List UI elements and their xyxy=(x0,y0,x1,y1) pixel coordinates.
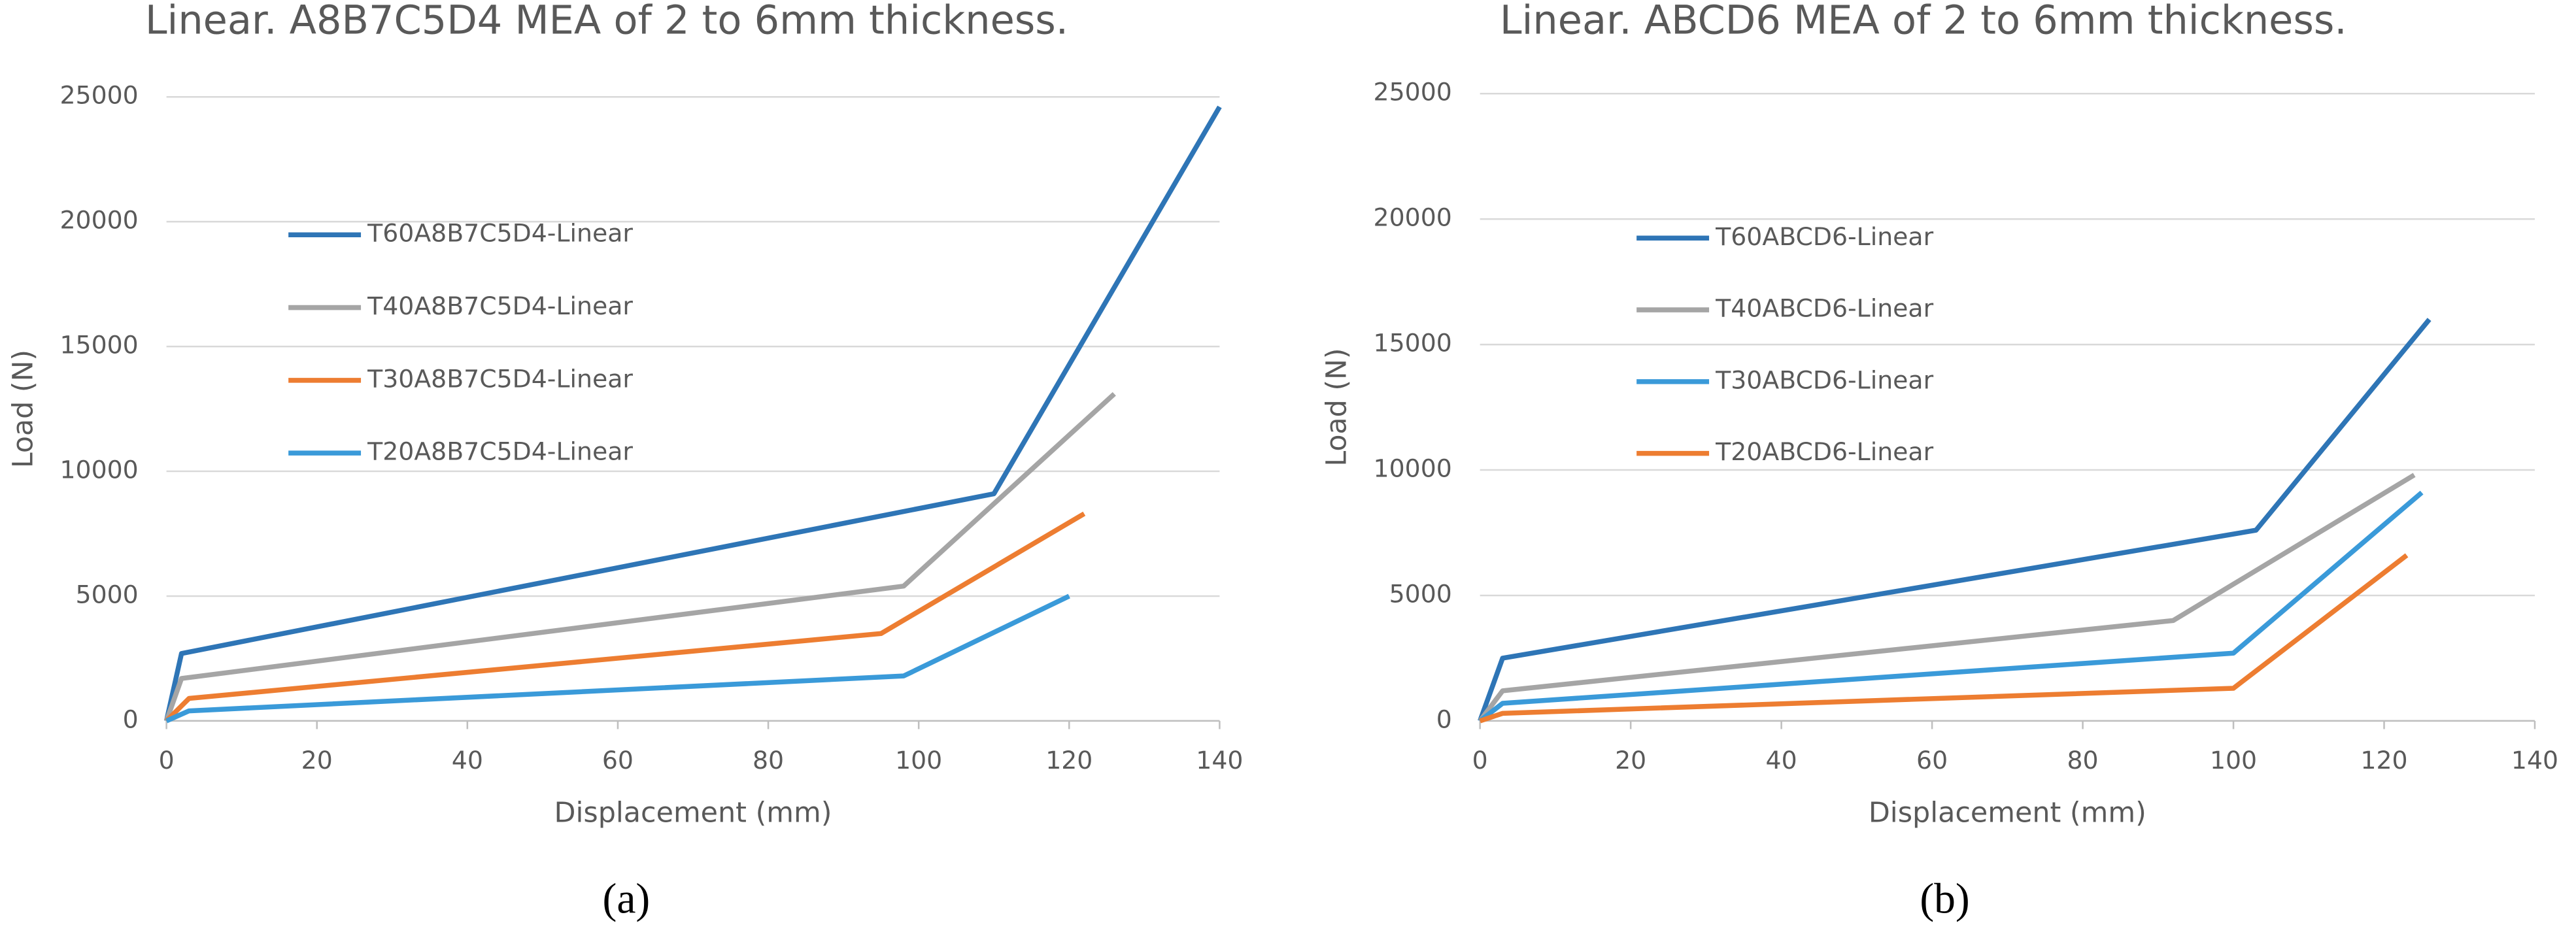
y-tick-label: 10000 xyxy=(59,456,138,484)
x-axis-label: Displacement (mm) xyxy=(554,797,832,829)
x-tick-label: 0 xyxy=(1472,746,1488,775)
x-tick-label: 40 xyxy=(1766,746,1797,775)
x-tick-label: 60 xyxy=(1916,746,1948,775)
y-tick-label: 25000 xyxy=(1374,78,1452,107)
series-line xyxy=(1479,553,2409,724)
x-tick-label: 80 xyxy=(753,746,784,775)
x-tick-label: 20 xyxy=(1615,746,1646,775)
y-axis-label: Load (N) xyxy=(1320,348,1353,466)
legend-label: T40A8B7C5D4-Linear xyxy=(367,292,633,320)
y-tick-label: 20000 xyxy=(59,206,138,235)
series-line xyxy=(163,105,1222,722)
legend-label: T40ABCD6-Linear xyxy=(1715,294,1933,323)
panel-label: (a) xyxy=(603,876,651,923)
panel-label: (b) xyxy=(1920,876,1969,923)
x-tick-label: 120 xyxy=(1045,746,1093,775)
x-tick-label: 120 xyxy=(2360,746,2407,775)
legend-label: T30ABCD6-Linear xyxy=(1715,365,1933,394)
series-line xyxy=(165,593,1070,724)
x-tick-label: 20 xyxy=(301,746,333,775)
y-tick-label: 20000 xyxy=(1374,203,1452,232)
y-tick-label: 10000 xyxy=(1374,454,1452,483)
legend-label: T30A8B7C5D4-Linear xyxy=(367,364,633,393)
series-line xyxy=(164,511,1086,723)
x-tick-label: 0 xyxy=(159,746,175,775)
x-axis-label: Displacement (mm) xyxy=(1869,797,2146,829)
y-tick-label: 0 xyxy=(123,705,139,733)
chart-title: Linear. A8B7C5D4 MEA of 2 to 6mm thickne… xyxy=(145,0,1068,44)
series-line xyxy=(1478,473,2416,723)
x-tick-label: 140 xyxy=(2511,746,2558,775)
y-tick-label: 0 xyxy=(1436,705,1452,733)
legend-label: T60ABCD6-Linear xyxy=(1715,222,1933,251)
y-tick-label: 15000 xyxy=(59,331,138,359)
series-line xyxy=(1478,490,2424,723)
y-tick-label: 25000 xyxy=(59,81,138,110)
legend-label: T60A8B7C5D4-Linear xyxy=(367,219,633,248)
y-axis-label: Load (N) xyxy=(7,350,39,468)
x-tick-label: 60 xyxy=(602,746,634,775)
legend-label: T20A8B7C5D4-Linear xyxy=(367,437,633,466)
x-tick-label: 140 xyxy=(1196,746,1243,775)
y-tick-label: 5000 xyxy=(76,580,139,609)
y-tick-label: 15000 xyxy=(1374,329,1452,358)
y-tick-label: 5000 xyxy=(1389,579,1452,608)
legend-label: T20ABCD6-Linear xyxy=(1715,437,1933,466)
x-tick-label: 100 xyxy=(2210,746,2257,775)
series-line xyxy=(164,392,1116,722)
x-tick-label: 80 xyxy=(2067,746,2099,775)
series-line xyxy=(1478,318,2432,722)
chart-title: Linear. ABCD6 MEA of 2 to 6mm thickness. xyxy=(1500,0,2347,44)
x-tick-label: 100 xyxy=(895,746,942,775)
x-tick-label: 40 xyxy=(452,746,483,775)
